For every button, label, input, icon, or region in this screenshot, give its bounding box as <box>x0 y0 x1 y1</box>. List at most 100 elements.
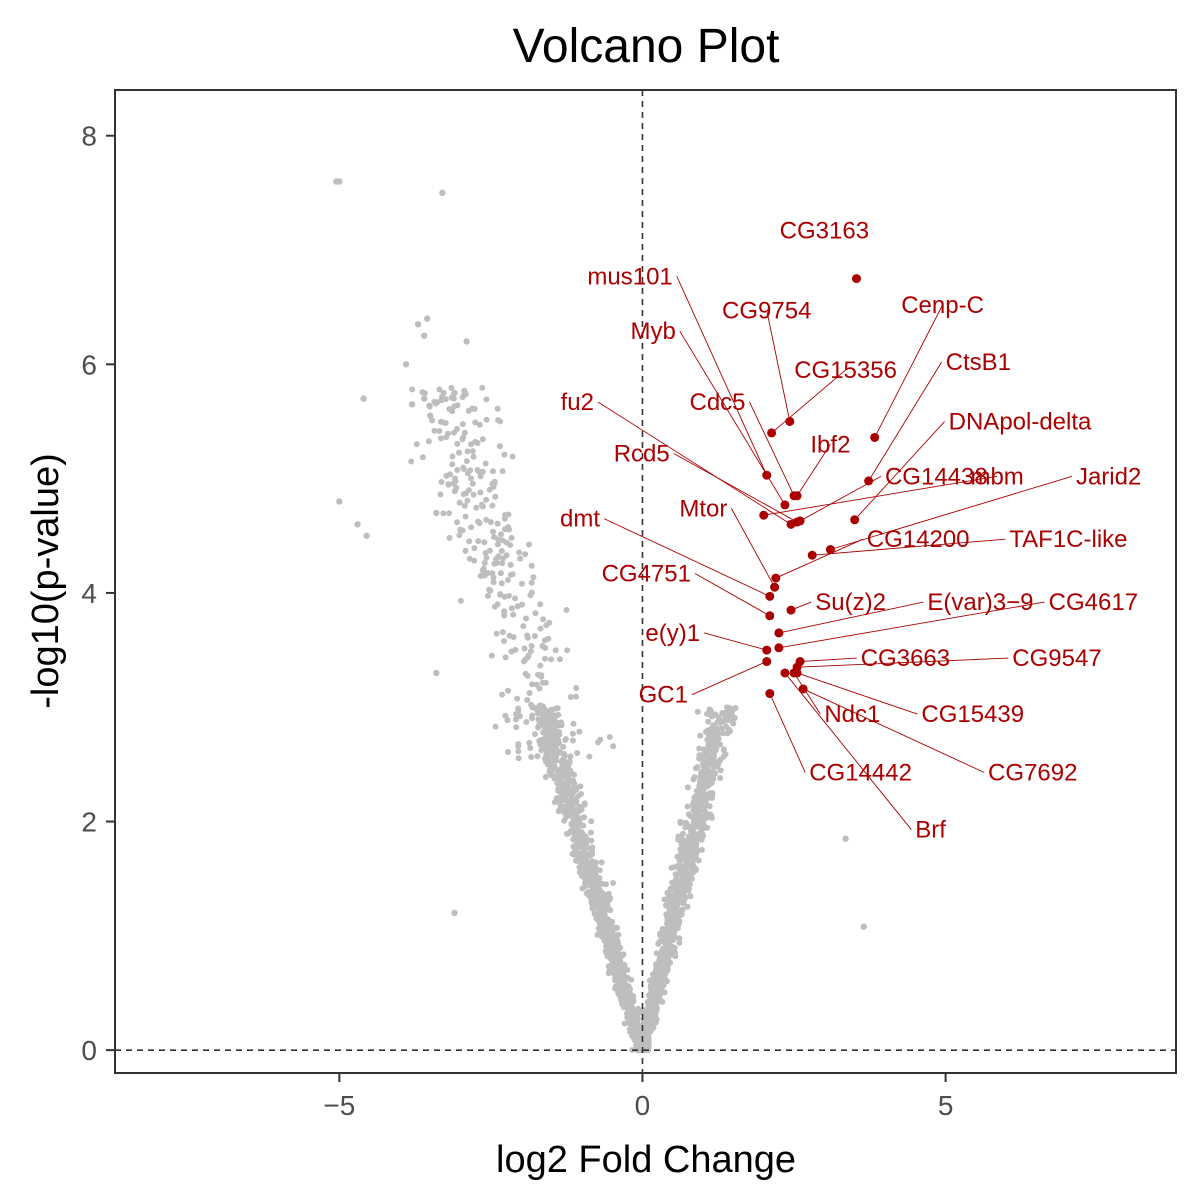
background-point <box>597 921 604 928</box>
background-point <box>599 891 606 898</box>
background-point <box>706 790 713 797</box>
background-point <box>720 730 727 737</box>
background-point <box>436 428 443 434</box>
background-point <box>490 579 497 586</box>
background-point <box>503 539 510 546</box>
background-point <box>644 1013 651 1020</box>
background-point <box>687 864 694 871</box>
background-point <box>569 737 576 744</box>
background-point <box>674 888 680 894</box>
background-point <box>668 886 675 893</box>
background-point <box>413 441 420 448</box>
background-point <box>662 941 669 948</box>
background-point <box>471 405 478 412</box>
background-point <box>569 730 576 737</box>
gene-labels: CG3163 mus101 CG9754 Cenp-C Myb CG15356 CtsB1 C… <box>560 218 1141 844</box>
background-point <box>543 622 550 629</box>
background-point <box>638 1027 645 1034</box>
background-point <box>672 953 679 960</box>
background-point <box>483 416 490 423</box>
background-point <box>606 927 613 934</box>
background-point <box>446 534 453 541</box>
background-point <box>501 612 508 619</box>
background-point <box>461 429 468 436</box>
background-point <box>510 634 517 641</box>
background-point <box>513 724 520 731</box>
background-point <box>433 509 440 517</box>
background-point <box>639 1042 646 1049</box>
background-point <box>548 758 555 765</box>
background-point <box>604 933 611 940</box>
background-point <box>494 520 501 527</box>
background-point <box>557 799 564 806</box>
background-point <box>440 389 447 396</box>
background-point <box>519 580 525 587</box>
background-point <box>457 597 464 604</box>
background-point <box>535 724 542 731</box>
background-point <box>515 743 522 749</box>
background-point <box>567 753 574 760</box>
panel-border <box>114 89 1177 1074</box>
background-point <box>421 390 428 397</box>
y-tick-label: 2 <box>81 807 97 838</box>
label-connector <box>771 369 846 434</box>
background-point <box>336 178 343 185</box>
background-point <box>548 656 555 663</box>
background-point <box>470 491 477 498</box>
background-point <box>602 938 609 945</box>
background-point <box>510 611 517 618</box>
label-connector <box>778 601 1045 649</box>
background-point <box>694 794 701 801</box>
background-point <box>402 361 410 368</box>
background-point <box>477 473 484 480</box>
background-point <box>535 716 542 723</box>
background-point <box>495 554 502 561</box>
background-point <box>660 926 667 933</box>
background-point <box>716 758 723 765</box>
background-point <box>650 1024 657 1031</box>
background-point <box>440 510 447 517</box>
background-point <box>643 1025 650 1032</box>
background-point <box>687 893 694 900</box>
background-point <box>445 481 452 488</box>
gene-label: Myb <box>630 318 675 345</box>
background-point <box>588 896 595 903</box>
background-point <box>559 757 566 764</box>
background-point <box>620 984 627 991</box>
background-point <box>532 731 538 738</box>
background-point <box>596 875 603 882</box>
background-point <box>725 726 732 733</box>
background-point <box>731 714 738 721</box>
background-point <box>504 577 511 583</box>
gene-label: E(var)3−9 <box>927 589 1033 616</box>
background-point <box>570 777 577 784</box>
background-point <box>610 743 617 750</box>
background-point <box>696 745 703 752</box>
background-point <box>598 859 605 866</box>
y-tick-label: 4 <box>81 578 97 609</box>
background-point <box>454 402 461 409</box>
background-point <box>446 510 453 517</box>
background-point <box>479 436 486 443</box>
background-point <box>570 836 577 843</box>
gene-label: TAF1C-like <box>1009 526 1127 553</box>
background-point <box>436 386 443 393</box>
background-point <box>657 957 664 964</box>
background-point <box>482 460 489 467</box>
background-point <box>555 711 562 718</box>
label-connector <box>676 276 768 476</box>
label-connector <box>796 444 831 497</box>
background-point <box>512 646 519 653</box>
background-point <box>522 551 529 558</box>
background-point <box>484 592 491 599</box>
background-point <box>679 867 686 874</box>
label-connector <box>763 475 998 516</box>
background-point <box>363 532 370 539</box>
background-point <box>860 923 867 930</box>
background-point <box>563 830 570 837</box>
background-point <box>501 638 507 644</box>
background-point <box>538 747 545 754</box>
background-point <box>655 966 662 973</box>
background-point <box>696 806 703 813</box>
